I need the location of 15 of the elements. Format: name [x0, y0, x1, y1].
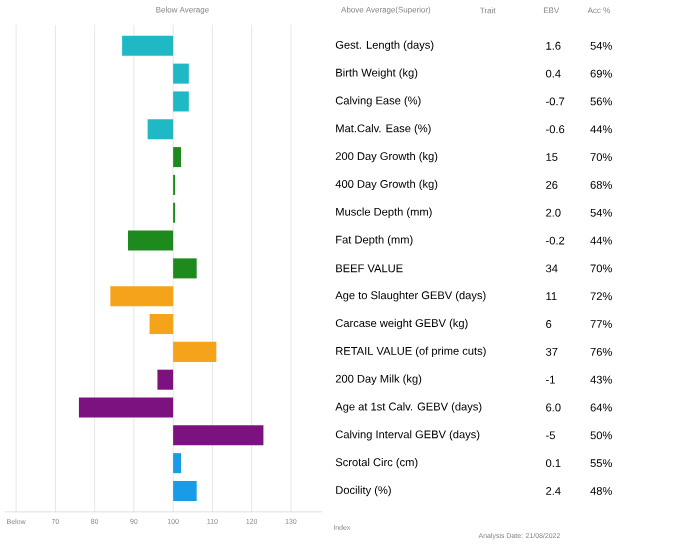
bar	[173, 425, 264, 446]
bar	[173, 258, 197, 279]
bar	[173, 453, 181, 474]
bar	[173, 342, 217, 363]
bar	[149, 314, 174, 335]
bar	[78, 397, 174, 418]
bar	[110, 286, 174, 307]
bar	[173, 481, 197, 502]
bar	[122, 36, 174, 57]
bar	[147, 119, 174, 140]
bar	[127, 230, 174, 251]
bar	[173, 91, 189, 112]
bar	[173, 63, 189, 84]
bar	[157, 369, 174, 390]
bar	[173, 147, 181, 168]
